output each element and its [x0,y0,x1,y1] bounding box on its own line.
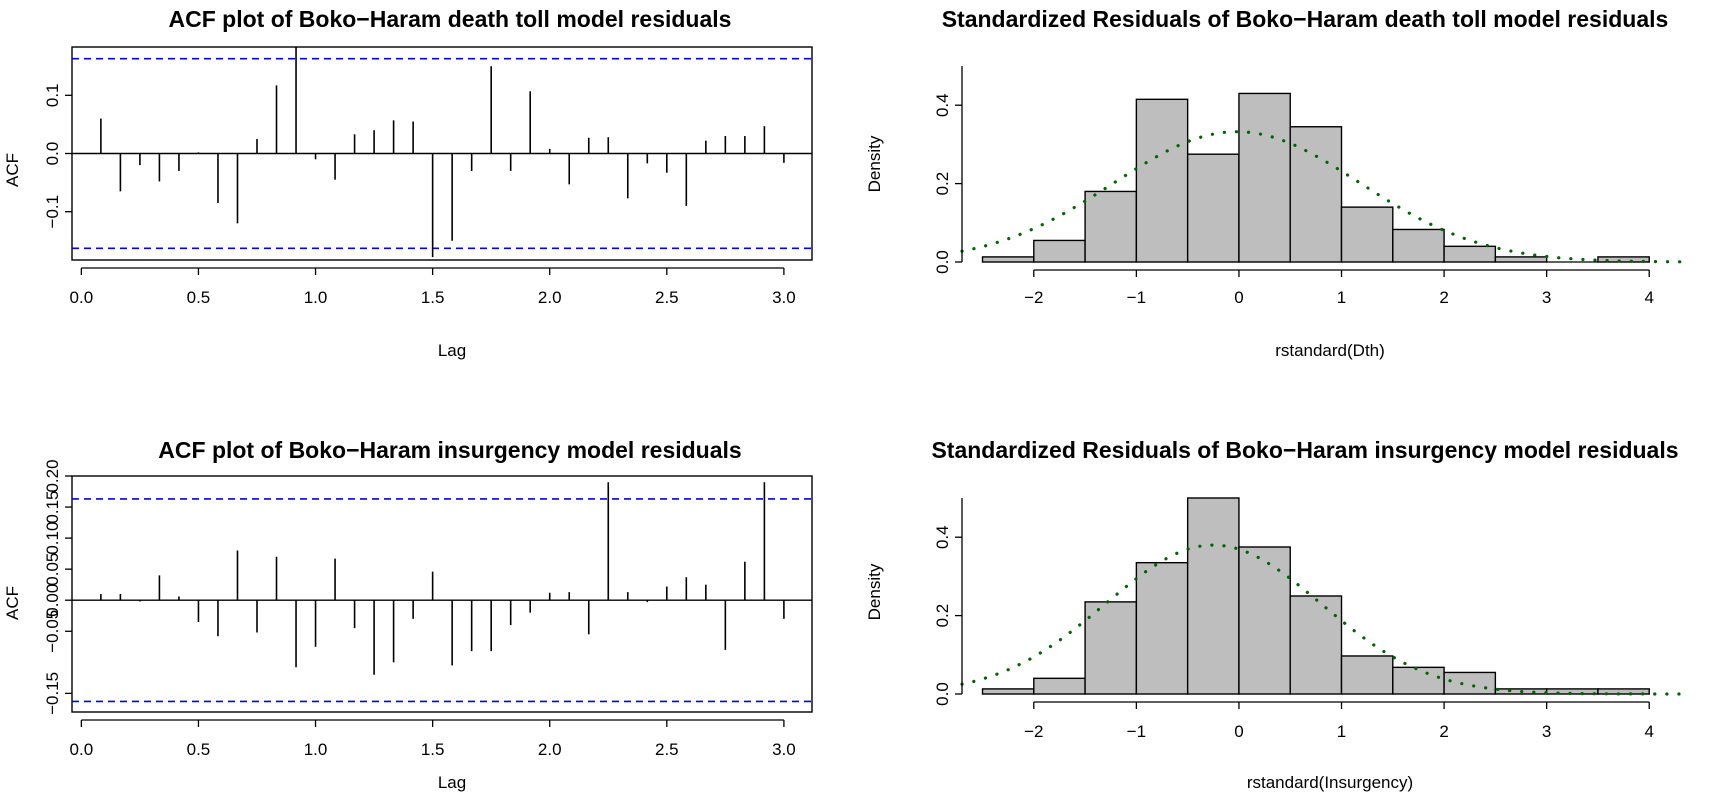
y-tick-label: 0.05 [43,553,62,586]
x-tick-label: 0.0 [70,288,94,307]
x-tick-label: −2 [1024,288,1043,307]
y-tick-label: 0.2 [933,172,952,196]
x-tick-label: 4 [1644,722,1653,741]
histogram-bar [1084,190,1138,263]
x-tick-label: 2.5 [655,740,679,759]
y-tick-label: 0.15 [43,491,62,524]
chart-title: ACF plot of Boko−Haram insurgency model … [158,437,741,463]
y-axis-label: ACF [3,586,22,620]
x-tick-label: 2 [1439,288,1448,307]
histogram-bar [1340,655,1394,695]
y-tick-label: −0.15 [43,672,62,715]
density-curve [960,130,1682,264]
x-tick-label: 2.5 [655,288,679,307]
y-tick-label: 0.0 [933,250,952,274]
y-tick-label: −0.05 [43,610,62,653]
chart-panel-1: ACF plot of Boko−Haram death toll model … [3,6,813,360]
histogram-bar [1289,595,1343,695]
histogram-bar [1392,228,1445,263]
x-tick-label: 0 [1234,722,1243,741]
x-tick-label: −1 [1127,288,1146,307]
x-tick-label: 1.0 [304,740,328,759]
x-tick-label: 0.0 [70,740,94,759]
y-tick-label: 0.20 [43,459,62,492]
histogram-bar [1289,126,1343,263]
x-tick-label: 1 [1337,722,1346,741]
histogram-bar [1186,497,1240,695]
x-tick-label: 4 [1644,288,1653,307]
histogram-bar [981,256,1035,263]
y-axis-label: Density [865,563,884,620]
y-tick-label: 0.0 [933,682,952,706]
histogram-bar [1135,98,1189,263]
histogram-bar [981,688,1035,695]
x-axis-label: rstandard(Dth) [1275,341,1385,360]
histogram-bar [1597,256,1650,263]
histogram-bar [1597,688,1650,695]
x-tick-label: 0.5 [187,740,211,759]
x-axis-label: rstandard(Insurgency) [1247,773,1413,792]
x-tick-label: 3 [1542,722,1551,741]
chart-title: Standardized Residuals of Boko−Haram ins… [931,437,1678,463]
x-tick-label: 1.5 [421,288,445,307]
histogram-bar [1084,601,1138,695]
y-tick-label: 0.10 [43,522,62,555]
histogram-bar [1494,256,1548,263]
histogram-bar [1340,206,1394,263]
x-tick-label: 1.0 [304,288,328,307]
y-tick-label: 0.2 [933,604,952,628]
y-tick-label: 0.00 [43,584,62,617]
x-tick-label: 0 [1234,288,1243,307]
x-tick-label: 3.0 [772,740,796,759]
chart-panel-2: Standardized Residuals of Boko−Haram dea… [865,6,1682,360]
chart-panel-4: Standardized Residuals of Boko−Haram ins… [865,437,1682,792]
y-tick-label: 0.4 [933,525,952,549]
x-tick-label: 0.5 [187,288,211,307]
x-tick-label: 2.0 [538,740,562,759]
histogram-bar [1033,239,1086,263]
histogram-bar [1392,666,1445,695]
y-axis-label: Density [865,135,884,192]
y-tick-label: 0.4 [933,93,952,117]
y-tick-label: 0.1 [43,83,62,107]
x-tick-label: −2 [1024,722,1043,741]
x-tick-label: −1 [1127,722,1146,741]
x-axis-label: Lag [438,773,466,792]
x-tick-label: 3 [1542,288,1551,307]
y-tick-label: −0.1 [43,195,62,229]
x-tick-label: 3.0 [772,288,796,307]
histogram-bar [1443,671,1497,695]
histogram-bar [1033,677,1086,695]
chart-panel-3: ACF plot of Boko−Haram insurgency model … [3,437,813,792]
histogram-bar [1186,153,1240,263]
chart-title: ACF plot of Boko−Haram death toll model … [169,6,732,32]
histogram-bar [1545,688,1599,695]
histogram-bar [1238,92,1291,263]
plot-frame [71,475,813,713]
x-tick-label: 2 [1439,722,1448,741]
y-tick-label: 0.0 [43,142,62,166]
x-tick-label: 1.5 [421,740,445,759]
histogram-bar [1135,561,1189,695]
x-tick-label: 2.0 [538,288,562,307]
x-tick-label: 1 [1337,288,1346,307]
histogram-bar [1443,245,1497,263]
y-axis-label: ACF [3,153,22,187]
x-axis-label: Lag [438,341,466,360]
chart-title: Standardized Residuals of Boko−Haram dea… [942,6,1669,32]
histogram-bar [1238,546,1291,695]
